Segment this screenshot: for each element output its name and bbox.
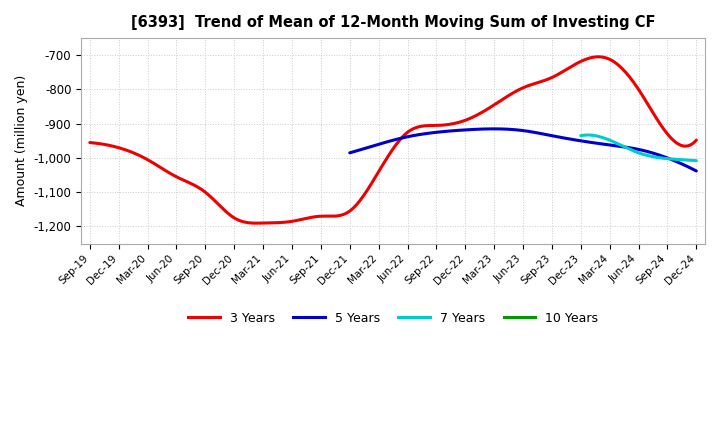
Y-axis label: Amount (million yen): Amount (million yen) <box>15 75 28 206</box>
Title: [6393]  Trend of Mean of 12-Month Moving Sum of Investing CF: [6393] Trend of Mean of 12-Month Moving … <box>131 15 655 30</box>
Legend: 3 Years, 5 Years, 7 Years, 10 Years: 3 Years, 5 Years, 7 Years, 10 Years <box>184 307 603 330</box>
